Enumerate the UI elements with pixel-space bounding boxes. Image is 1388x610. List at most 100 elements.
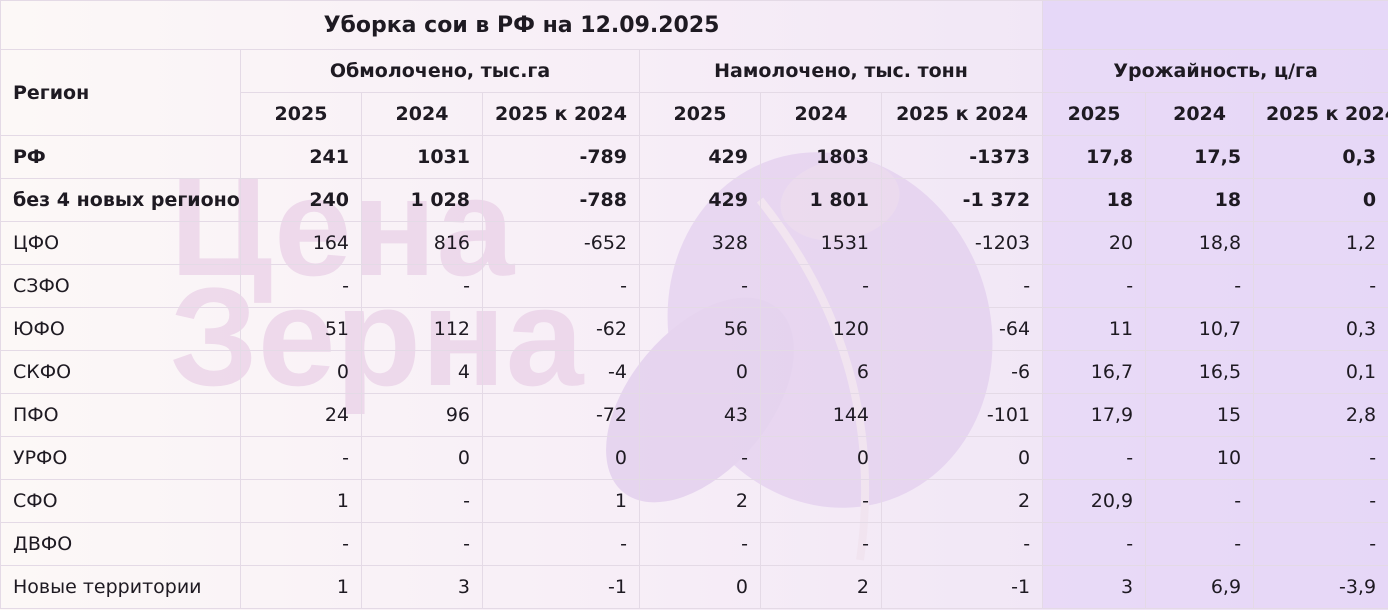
table-row: СКФО 0 4 -4 0 6 -6 16,7 16,5 0,1 [0,350,1388,394]
value-cell: 0 [1253,178,1388,222]
value-cell: 0 [240,350,362,394]
value-cell: 0 [639,565,761,609]
value-cell: 6,9 [1145,565,1255,609]
value-cell: - [760,264,882,308]
value-cell: 0 [482,436,640,480]
value-cell: 17,8 [1042,135,1147,179]
value-cell: 4 [361,350,483,394]
value-cell: -1 372 [880,178,1044,222]
value-cell: - [240,264,362,308]
region-cell: ЦФО [0,221,241,265]
value-cell: - [1042,522,1147,566]
value-cell: 328 [639,221,761,265]
value-cell: 3 [361,565,483,609]
table-title: Уборка сои в РФ на 12.09.2025 [0,0,1044,50]
value-cell: -652 [482,221,640,265]
value-cell: - [1042,264,1147,308]
region-cell: ПФО [0,393,241,437]
value-cell: 144 [760,393,882,437]
value-cell: -3,9 [1253,565,1388,609]
region-cell: ЮФО [0,307,241,351]
value-cell: 1 [240,565,362,609]
value-cell: 1031 [361,135,483,179]
sub-header-diff: 2025 к 2024 [880,92,1044,136]
region-cell: Новые территории [0,565,241,609]
value-cell: 429 [639,178,761,222]
sub-header-2025: 2025 [1042,92,1147,136]
sub-header-2025: 2025 [240,92,362,136]
value-cell: 1803 [760,135,882,179]
sub-header-2025: 2025 [639,92,761,136]
value-cell: - [240,436,362,480]
value-cell: 164 [240,221,362,265]
value-cell: 1,2 [1253,221,1388,265]
value-cell: 120 [760,307,882,351]
value-cell: -1203 [880,221,1044,265]
value-cell: 241 [240,135,362,179]
value-cell: - [639,522,761,566]
value-cell: 10 [1145,436,1255,480]
value-cell: 56 [639,307,761,351]
value-cell: - [1145,479,1255,523]
value-cell: 17,5 [1145,135,1255,179]
value-cell: -6 [880,350,1044,394]
region-header: Регион [0,49,241,136]
value-cell: 112 [361,307,483,351]
value-cell: -1 [880,565,1044,609]
group-header-threshed-area: Обмолочено, тыс.га [240,49,640,93]
table-row: СФО 1-1 2-2 20,9- - [0,479,1388,523]
value-cell: 1 [482,479,640,523]
table-body: РФ 241 1031 -789 429 1803 -1373 17,8 17,5 0,3 без … [0,135,1388,609]
sub-header-2024: 2024 [361,92,483,136]
value-cell: 2 [639,479,761,523]
table-row: ЮФО 51 112 -62 56 120 -64 11 10,7 0,3 [0,307,1388,351]
value-cell: 43 [639,393,761,437]
title-filler [1042,0,1388,50]
value-cell: 16,5 [1145,350,1255,394]
value-cell: 0,3 [1253,135,1388,179]
region-cell: РФ [0,135,241,179]
group-header-threshed-volume: Намолочено, тыс. тонн [638,49,1044,93]
sub-header-2024: 2024 [1145,92,1255,136]
table-row: УРФО -0 0-0 0-10- [0,436,1388,480]
value-cell: 0 [760,436,882,480]
value-cell: - [1253,264,1388,308]
value-cell: 0,1 [1253,350,1388,394]
value-cell: 18 [1145,178,1255,222]
value-cell: 429 [639,135,761,179]
value-cell: - [1253,479,1388,523]
value-cell: 1531 [760,221,882,265]
sub-header-diff: 2025 к 2024 [482,92,640,136]
value-cell: 24 [240,393,362,437]
value-cell: 18 [1042,178,1147,222]
value-cell: 3 [1042,565,1147,609]
value-cell: - [482,522,640,566]
sub-header-2024: 2024 [760,92,882,136]
value-cell: -62 [482,307,640,351]
value-cell: -101 [880,393,1044,437]
value-cell: - [1253,436,1388,480]
value-cell: 0 [361,436,483,480]
value-cell: 240 [240,178,362,222]
value-cell: - [760,522,882,566]
value-cell: 2 [880,479,1044,523]
value-cell: -4 [482,350,640,394]
value-cell: -1 [482,565,640,609]
region-cell: СКФО [0,350,241,394]
value-cell: 1 028 [361,178,483,222]
value-cell: 15 [1145,393,1255,437]
value-cell: - [240,522,362,566]
value-cell: - [1253,522,1388,566]
region-cell: УРФО [0,436,241,480]
value-cell: 51 [240,307,362,351]
region-cell: СЗФО [0,264,241,308]
value-cell: - [639,264,761,308]
value-cell: - [361,522,483,566]
value-cell: - [1145,522,1255,566]
value-cell: 18,8 [1145,221,1255,265]
value-cell: 96 [361,393,483,437]
value-cell: 0 [880,436,1044,480]
value-cell: 0,3 [1253,307,1388,351]
value-cell: 1 [240,479,362,523]
